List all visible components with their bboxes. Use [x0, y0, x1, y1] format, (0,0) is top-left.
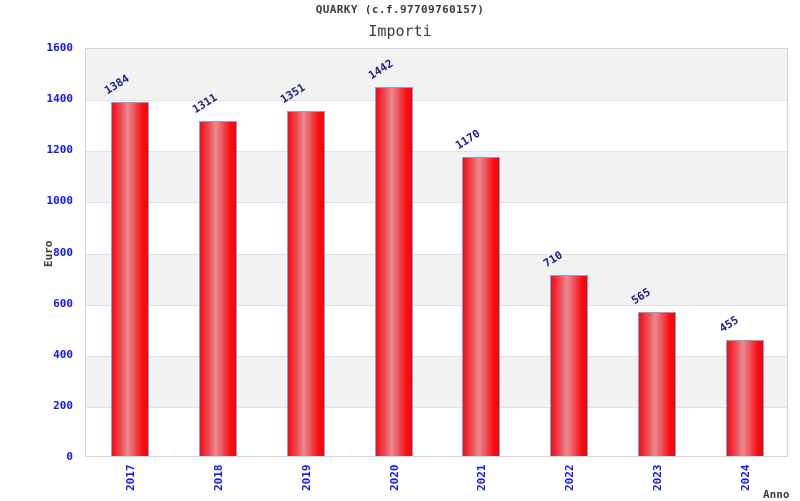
bar[interactable] [550, 274, 589, 456]
chart-title: QUARKY (c.f.97709760157) [315, 3, 485, 16]
x-axis-tick-label: 2023 [651, 464, 665, 492]
bar[interactable] [374, 87, 413, 456]
y-axis-tick-label: 400 [53, 347, 73, 361]
chart-subtitle: Importi [368, 22, 432, 40]
bar[interactable] [198, 120, 237, 456]
y-axis-tick-label: 800 [53, 245, 73, 259]
gridline [86, 406, 787, 408]
gridline [86, 100, 787, 102]
x-axis-tick-label: 2021 [475, 464, 489, 492]
background-band [86, 49, 787, 101]
background-band [86, 253, 787, 305]
x-axis-tick-label: 2018 [211, 464, 225, 492]
x-axis-tick-label: 2017 [123, 464, 137, 492]
x-axis-tick-label: 2022 [563, 464, 577, 492]
gridline [86, 151, 787, 153]
background-band [86, 151, 787, 203]
background-band [86, 355, 787, 407]
y-axis-tick-label: 0 [66, 450, 73, 463]
bar[interactable] [726, 339, 765, 456]
gridline [86, 202, 787, 204]
y-axis-tick-label: 1200 [46, 143, 74, 157]
x-axis-tick-label: 2024 [739, 464, 753, 492]
bar[interactable] [638, 311, 677, 456]
bar[interactable] [110, 102, 149, 456]
x-axis-tick-label: 2020 [387, 464, 401, 492]
y-axis-tick-label: 1400 [46, 92, 74, 106]
plot-area [85, 48, 788, 457]
bar[interactable] [286, 110, 325, 456]
gridline [86, 304, 787, 306]
x-axis-tick-label: 2019 [299, 464, 313, 492]
y-axis-tick-label: 1600 [46, 41, 74, 54]
gridline [86, 253, 787, 255]
y-axis-tick-label: 600 [53, 296, 73, 310]
y-axis-tick-label: 1000 [46, 194, 74, 208]
y-axis-tick-label: 200 [53, 398, 73, 412]
gridline [86, 355, 787, 357]
x-axis-title: Anno [763, 488, 790, 501]
bar[interactable] [462, 156, 501, 456]
y-axis-title: Euro [42, 240, 55, 267]
